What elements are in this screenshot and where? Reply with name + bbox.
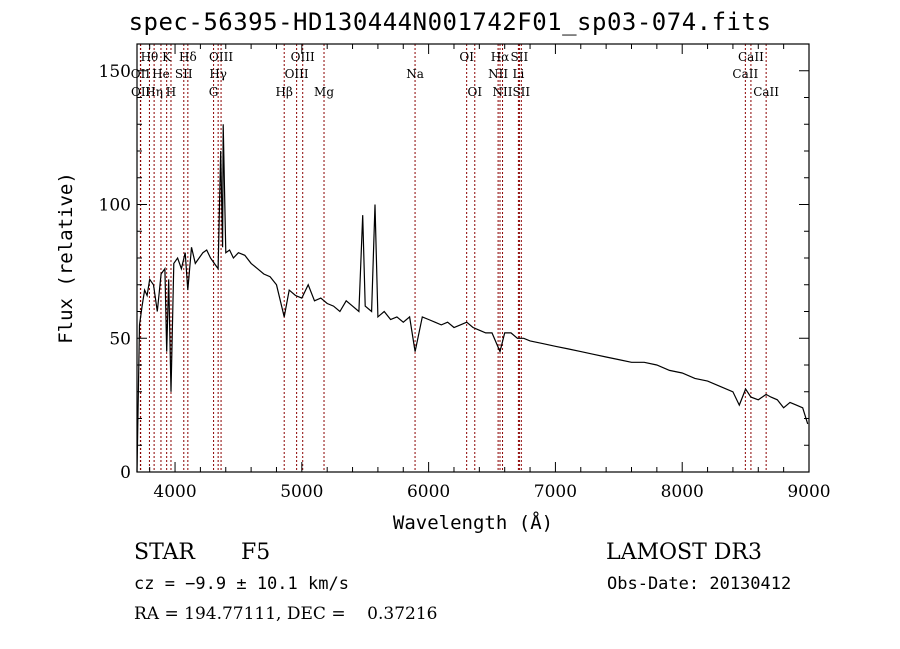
survey-name: LAMOST DR3 (606, 540, 762, 565)
line-marker-label: SII (175, 67, 193, 81)
plot-frame (136, 43, 810, 473)
line-marker-label: K (162, 50, 172, 64)
line-marker-label: CaII (732, 67, 758, 81)
line-marker-label: OIII (285, 67, 309, 81)
line-marker-label: OIII (209, 50, 233, 64)
spectrum-line (136, 124, 809, 473)
y-tick-label: 50 (109, 329, 131, 349)
x-tick-label: 5000 (280, 482, 323, 502)
x-tick-label: 4000 (153, 482, 196, 502)
line-marker-label: OII (131, 67, 151, 81)
line-marker-label: CaII (738, 50, 764, 64)
line-marker-label: Hβ (276, 85, 293, 99)
line-marker-label: Na (406, 67, 424, 81)
line-marker-label: Hγ (209, 67, 227, 81)
line-marker-label: NII (488, 67, 508, 81)
y-tick-label: 100 (99, 196, 131, 216)
y-axis-label: Flux (relative) (55, 172, 77, 344)
axis-ticks (137, 44, 810, 473)
observation-date: Obs-Date: 20130412 (607, 574, 792, 594)
x-tick-label: 7000 (534, 482, 577, 502)
object-class: STAR (134, 540, 195, 565)
x-axis-label: Wavelength (Å) (393, 511, 553, 534)
line-marker-label: Hθ (141, 50, 159, 64)
chart-title: spec-56395-HD130444N001742F01_sp03-074.f… (128, 8, 772, 36)
line-marker-label: OI (459, 50, 474, 64)
line-marker-label: H (166, 85, 176, 99)
line-marker-label: OIII (291, 50, 315, 64)
y-tick-label: 150 (99, 62, 131, 82)
line-marker-label: OII (131, 85, 151, 99)
line-marker-label: G (209, 85, 219, 99)
x-tick-label: 6000 (407, 482, 450, 502)
y-tick-label: 0 (120, 463, 131, 483)
line-marker-label: Hδ (179, 50, 197, 64)
line-marker-labels: Hθ OII OII K He Hη Hδ SII H OIII Hγ G OIII OIII Hβ Mg Na… (131, 50, 780, 99)
line-marker-label: OI (467, 85, 482, 99)
line-marker-label: NII (493, 85, 513, 99)
line-marker-label: Hα (491, 50, 510, 64)
redshift-velocity: cz = −9.9 ± 10.1 km/s (134, 574, 349, 594)
line-marker-label: He (152, 67, 170, 81)
line-marker-label: CaII (753, 85, 779, 99)
object-subclass: F5 (241, 540, 271, 565)
x-tick-label: 9000 (787, 482, 830, 502)
axis-tick-labels: 4000 5000 6000 7000 8000 9000 0 50 100 150 (99, 62, 831, 502)
line-marker-label: Hη (145, 85, 163, 99)
line-markers (139, 44, 767, 472)
x-tick-label: 8000 (661, 482, 704, 502)
coordinates: RA = 194.77111, DEC = 0.37216 (134, 604, 438, 624)
line-marker-label: Li (512, 67, 524, 81)
line-marker-label: SII (511, 50, 529, 64)
line-marker-label: Mg (314, 85, 334, 99)
line-marker-label: SII (512, 85, 530, 99)
